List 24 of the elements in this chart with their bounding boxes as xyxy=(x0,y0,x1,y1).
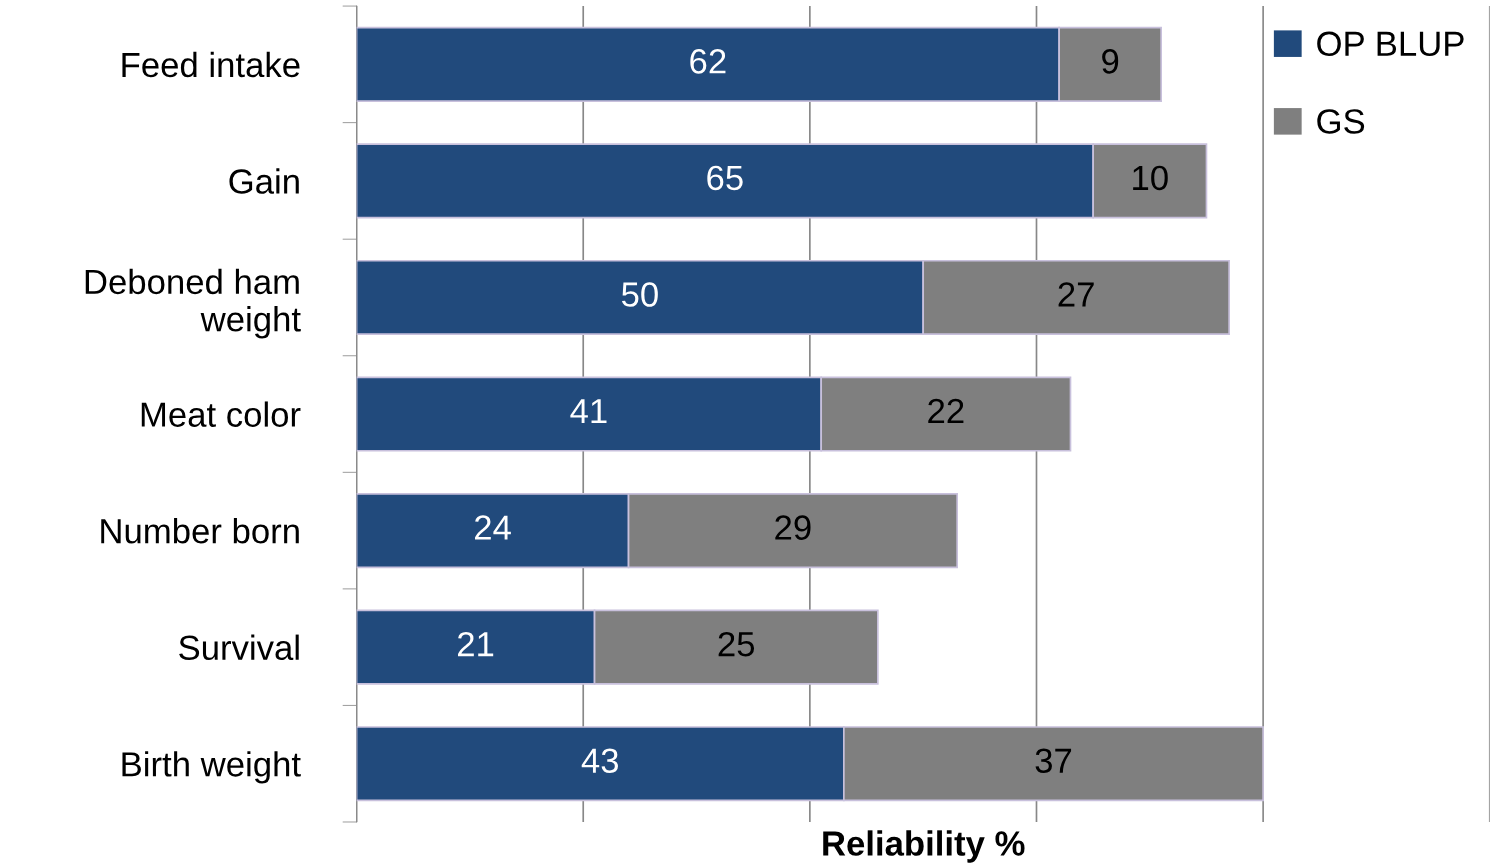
data-label: 50 xyxy=(621,282,658,307)
data-label: 10 xyxy=(1133,165,1168,191)
data-label: 9 xyxy=(1102,49,1119,74)
data-label: 25 xyxy=(718,631,755,657)
legend-label: OP BLUP xyxy=(1317,31,1464,57)
data-label: 22 xyxy=(928,398,964,424)
data-label: 65 xyxy=(707,165,743,191)
data-label: 37 xyxy=(1035,748,1072,774)
y-tick-label: Survival xyxy=(179,634,299,661)
data-label: 27 xyxy=(1058,282,1094,307)
data-label: 41 xyxy=(570,399,607,424)
y-tick-label: Number born xyxy=(101,518,299,544)
y-tick-label: Meat color xyxy=(141,401,301,427)
x-axis-title: Reliability % xyxy=(823,830,1025,863)
data-label: 62 xyxy=(690,49,726,74)
y-tick-label: Feed intake xyxy=(122,51,300,78)
data-label: 43 xyxy=(581,748,619,774)
y-tick-label: Deboned ham weight xyxy=(85,268,301,339)
y-tick-label: Gain xyxy=(229,168,299,194)
data-label: 29 xyxy=(775,515,811,540)
y-tick-label: Birth weight xyxy=(122,751,301,784)
data-label: 24 xyxy=(475,515,511,540)
data-label: 21 xyxy=(458,631,494,657)
legend-label: GS xyxy=(1317,109,1365,134)
